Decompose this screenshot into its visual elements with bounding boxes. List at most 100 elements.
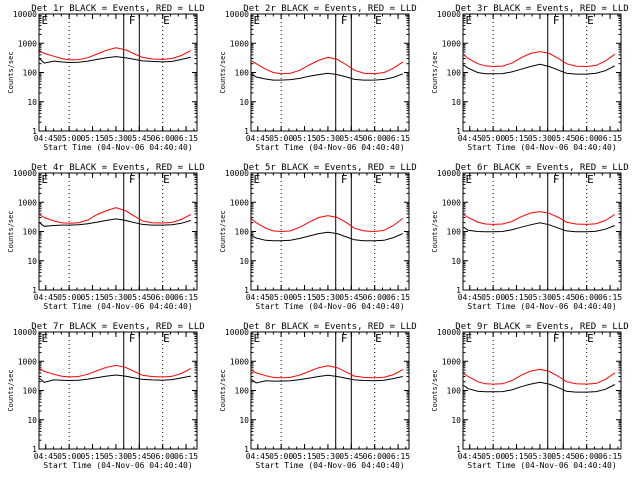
region-annotation: E: [163, 14, 170, 27]
plot-frame: [38, 331, 198, 450]
y-tick-label: 10000: [225, 328, 249, 337]
y-axis-label: Counts/sec: [431, 51, 439, 93]
region-annotation: E: [375, 173, 382, 186]
lld-series-line: [463, 368, 616, 385]
y-tick-label: 1000: [442, 198, 461, 207]
x-axis-label: Start Time (04-Nov-06 04:40:40): [43, 143, 192, 152]
x-tick-label: 05:45: [127, 452, 151, 461]
lld-series-line: [463, 211, 616, 225]
y-tick-label: 1: [32, 286, 37, 295]
region-annotation: E: [163, 332, 170, 345]
x-tick-label: 05:15: [80, 293, 104, 302]
y-tick-label: 10: [239, 416, 249, 425]
y-tick-label: 10: [451, 98, 461, 107]
region-annotation: F: [129, 14, 136, 27]
x-tick-label: 05:45: [127, 134, 151, 143]
y-tick-label: 1: [32, 445, 37, 454]
x-tick-label: 05:00: [57, 293, 81, 302]
x-tick-label: 06:15: [598, 452, 622, 461]
y-tick-label: 10000: [437, 10, 461, 19]
region-annotation: E: [42, 14, 49, 27]
y-tick-label: 1000: [442, 39, 461, 48]
y-tick-label: 10000: [437, 169, 461, 178]
region-annotation: F: [341, 173, 348, 186]
y-tick-label: 100: [235, 387, 250, 396]
y-axis-label: Counts/sec: [219, 51, 227, 93]
y-axis-label: Counts/sec: [219, 210, 227, 252]
events-series-line: [251, 72, 403, 81]
x-tick-label: 04:45: [34, 134, 58, 143]
y-tick-label: 10000: [225, 169, 249, 178]
x-tick-label: 06:15: [174, 452, 198, 461]
x-tick-label: 06:15: [598, 134, 622, 143]
y-tick-label: 10000: [225, 10, 249, 19]
x-tick-label: 04:45: [246, 452, 270, 461]
y-tick-label: 100: [235, 228, 250, 237]
x-axis-label: Start Time (04-Nov-06 04:40:40): [255, 143, 404, 152]
x-tick-label: 05:15: [292, 452, 316, 461]
x-tick-label: 05:00: [57, 452, 81, 461]
y-axis-label: Counts/sec: [431, 210, 439, 252]
y-axis-label: Counts/sec: [7, 210, 15, 252]
x-tick-label: 04:45: [458, 134, 482, 143]
y-tick-label: 1: [456, 127, 461, 136]
y-axis-label: Counts/sec: [219, 369, 227, 411]
y-tick-label: 10000: [13, 328, 37, 337]
y-tick-label: 10: [451, 257, 461, 266]
y-axis-label: Counts/sec: [431, 369, 439, 411]
plot-frame: [250, 331, 410, 450]
y-tick-label: 10000: [13, 10, 37, 19]
plot-frame: [38, 13, 198, 132]
y-tick-label: 10: [239, 257, 249, 266]
x-tick-label: 05:45: [551, 293, 575, 302]
region-annotation: F: [341, 14, 348, 27]
x-tick-label: 06:15: [386, 134, 410, 143]
y-tick-label: 10: [451, 416, 461, 425]
y-tick-label: 100: [447, 69, 462, 78]
y-tick-label: 100: [447, 387, 462, 396]
y-tick-label: 10000: [13, 169, 37, 178]
x-axis-label: Start Time (04-Nov-06 04:40:40): [467, 143, 616, 152]
x-tick-label: 05:45: [551, 134, 575, 143]
y-tick-label: 1: [244, 286, 249, 295]
x-tick-label: 05:30: [528, 452, 552, 461]
x-tick-label: 06:00: [363, 134, 387, 143]
lld-series-line: [251, 365, 404, 379]
x-tick-label: 06:15: [174, 293, 198, 302]
y-tick-label: 100: [23, 69, 38, 78]
events-series-line: [251, 231, 403, 242]
x-tick-label: 06:00: [363, 293, 387, 302]
region-annotation: E: [254, 14, 261, 27]
x-tick-label: 05:00: [481, 293, 505, 302]
plot-frame: [38, 172, 198, 291]
x-tick-label: 06:15: [174, 134, 198, 143]
x-tick-label: 05:15: [80, 134, 104, 143]
x-tick-label: 05:15: [292, 134, 316, 143]
y-tick-label: 1000: [442, 357, 461, 366]
x-tick-label: 05:45: [339, 134, 363, 143]
x-tick-label: 05:15: [504, 452, 528, 461]
x-tick-label: 05:45: [551, 452, 575, 461]
x-tick-label: 04:45: [246, 134, 270, 143]
events-series-line: [251, 374, 403, 384]
x-tick-label: 06:15: [386, 452, 410, 461]
panel-title: Det 8r BLACK = Events, RED = LLD: [243, 322, 416, 332]
x-tick-label: 05:00: [269, 452, 293, 461]
panel-title: Det 1r BLACK = Events, RED = LLD: [31, 4, 204, 14]
region-annotation: E: [587, 332, 594, 345]
y-tick-label: 1000: [230, 39, 249, 48]
x-tick-label: 05:15: [80, 452, 104, 461]
x-tick-label: 05:30: [104, 293, 128, 302]
y-tick-label: 1000: [18, 198, 37, 207]
region-annotation: F: [553, 14, 560, 27]
plot-frame: [462, 331, 622, 450]
lld-series-line: [39, 364, 192, 378]
region-annotation: F: [129, 332, 136, 345]
y-tick-label: 1: [32, 127, 37, 136]
y-tick-label: 10: [239, 98, 249, 107]
